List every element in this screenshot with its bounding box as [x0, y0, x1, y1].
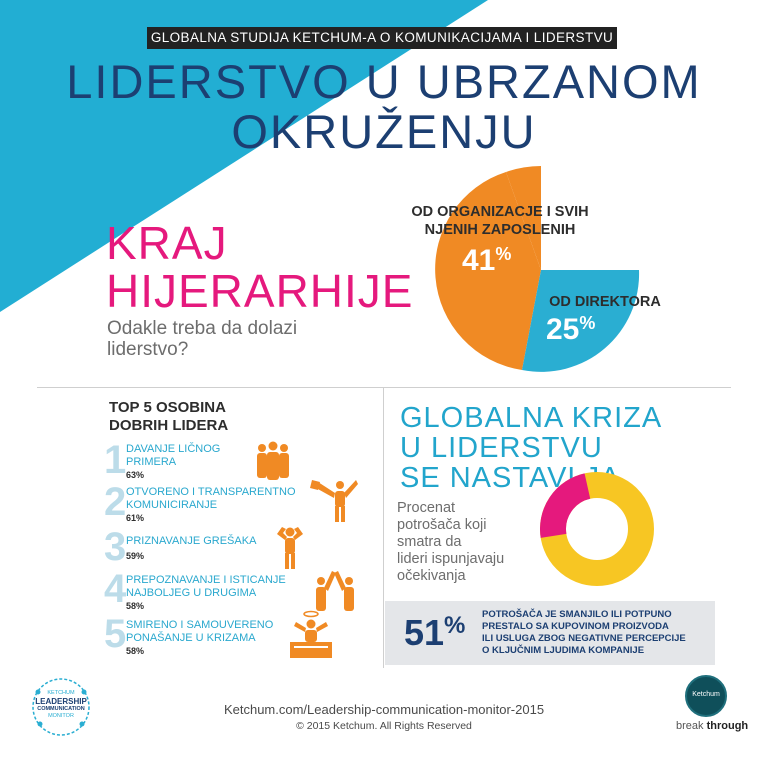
trait-percent: 59% — [126, 551, 145, 561]
stat51-value: 51% — [404, 612, 465, 654]
footer-copyright: © 2015 Ketchum. All Rights Reserved — [296, 720, 472, 732]
study-banner: GLOBALNA STUDIJA KETCHUM-A O KOMUNIKACIJ… — [147, 27, 617, 49]
ketchum-logo-name: Ketchum — [692, 691, 720, 698]
trait-label-line2: PONAŠANJE U KRIZAMA — [126, 632, 256, 644]
calm-person-desk-icon — [290, 610, 332, 658]
ketchum-logo-circle-icon — [685, 675, 727, 717]
high-five-people-icon — [316, 571, 354, 611]
trait-label-line1: PRIZNAVANJE GREŠAKA — [126, 535, 257, 547]
section-subheading-line1: Odakle treba da dolazi — [107, 318, 298, 339]
trait-label-line2: KOMUNICIRANJE — [126, 499, 218, 511]
crisis-text-line: smatra da — [397, 534, 462, 550]
pie-label-organization-line2: NJENIH ZAPOSLENIH — [424, 222, 576, 238]
pie-value-organization-number: 41 — [462, 244, 496, 277]
group-people-icon — [257, 441, 289, 480]
crisis-heading-line2: U LIDERSTVU — [400, 432, 603, 464]
pie-label-director: OD DIREKTORA — [549, 294, 661, 310]
pie-slice-director — [522, 270, 640, 372]
stat51-line: PRESTALO SA KUPOVINOM PROIZVODA — [482, 621, 669, 632]
tagline-break: break — [676, 720, 704, 732]
trait-label-line1: OTVORENO I TRANSPARENTNO — [126, 486, 296, 498]
stat51-box — [385, 601, 715, 665]
tagline-through: through — [706, 720, 749, 732]
leadership-source-pie — [435, 165, 640, 372]
pie-label-organization-line1: OD ORGANIZACJE I SVIH — [411, 204, 589, 220]
trait-number: 5 — [104, 612, 127, 656]
traits-title-line2: DOBRIH LIDERA — [109, 417, 229, 434]
section-divider — [37, 387, 731, 388]
trait-item-1: 1 DAVANJE LIČNOG PRIMERA 63% — [104, 440, 374, 484]
trait-label-line2: NAJBOLJEG U DRUGIMA — [126, 587, 257, 599]
trait-number: 1 — [104, 438, 127, 482]
crisis-donut-value: 24% — [583, 511, 627, 543]
pie-value-director: 25% — [546, 313, 595, 347]
trait-number: 4 — [104, 567, 127, 611]
page-title-line2: OKRUŽENJU — [231, 105, 537, 158]
crisis-text-line: lideri ispunjavaju — [397, 551, 505, 567]
trait-item-2: 2 OTVORENO I TRANSPARENTNO KOMUNICIRANJE… — [104, 480, 374, 526]
trait-percent: 61% — [126, 513, 145, 523]
crisis-text-line: očekivanja — [397, 568, 466, 584]
hands-on-head-person-icon — [277, 527, 303, 569]
trait-percent: 58% — [126, 646, 145, 656]
crisis-donut-number: 24 — [583, 511, 615, 542]
trait-label-line1: DAVANJE LIČNOG — [126, 443, 221, 455]
trait-label-line2: PRIMERA — [126, 456, 177, 468]
crisis-text-line: potrošača koji — [397, 517, 487, 533]
trait-label-line1: SMIRENO I SAMOUVERENO — [126, 619, 274, 631]
pie-slice-organization — [435, 172, 541, 370]
trait-number: 2 — [104, 480, 127, 524]
pie-value-director-number: 25 — [546, 313, 580, 346]
pie-percent-sign-2: % — [579, 313, 596, 333]
pie-slice-organization-wide — [506, 165, 541, 270]
monitor-logo-line4: MONITOR — [48, 713, 74, 719]
trait-number: 3 — [104, 525, 127, 569]
donut-accent-segment — [540, 473, 591, 538]
footer-url[interactable]: Ketchum.com/Leadership-communication-mon… — [223, 702, 545, 717]
crisis-text-line: Procenat — [397, 500, 456, 516]
trait-percent: 63% — [126, 470, 145, 480]
section-heading-line1: KRAJ — [106, 217, 228, 269]
section-heading-line2: HIJERARHIJE — [106, 265, 414, 317]
trait-item-4: 4 PREPOZNAVANJE I ISTICANJE NAJBOLJEG U … — [104, 569, 374, 613]
ketchum-tagline: break through — [676, 720, 748, 732]
column-divider — [383, 388, 384, 668]
crisis-donut-chart — [540, 472, 654, 586]
monitor-logo-line3: COMMUNICATION — [37, 706, 85, 712]
pie-percent-sign: % — [495, 244, 512, 264]
stat51-line: POTROŠAČA JE SMANJILO ILI POTPUNO — [482, 609, 672, 620]
traits-title-line1: TOP 5 OSOBINA — [109, 399, 226, 416]
monitor-logo-line2: LEADERSHIP — [35, 697, 87, 706]
pie-value-organization: 41% — [462, 244, 511, 278]
stat51-text: POTROŠAČA JE SMANJILO ILI POTPUNO PRESTA… — [482, 609, 686, 657]
section-subheading-line2: liderstvo? — [107, 339, 189, 360]
page-title-line1: LIDERSTVO U UBRZANOM — [66, 55, 702, 108]
trait-item-5: 5 SMIRENO I SAMOUVERENO PONAŠANJE U KRIZ… — [104, 610, 374, 660]
leadership-monitor-logo: KETCHUM LEADERSHIP COMMUNICATION MONITOR — [30, 676, 92, 738]
stat51-line: O KLJUČNIM LJUDIMA KOMPANIJE — [482, 645, 645, 656]
crisis-percent-sign: % — [614, 511, 627, 527]
monitor-logo-line1: KETCHUM — [47, 690, 75, 696]
trait-percent: 58% — [126, 601, 145, 611]
monitor-logo-ring-icon — [32, 678, 90, 736]
megaphone-person-icon — [310, 480, 358, 522]
trait-label-line1: PREPOZNAVANJE I ISTICANJE — [126, 574, 286, 586]
trait-item-3: 3 PRIZNAVANJE GREŠAKA 59% — [104, 527, 374, 571]
stat51-line: ILI USLUGA ZBOG NEGATIVNE PERCEPCIJE — [482, 633, 686, 644]
crisis-heading-line1: GLOBALNA KRIZA — [400, 402, 663, 434]
stat51-percent-sign: % — [444, 612, 466, 639]
stat51-number: 51 — [404, 612, 445, 653]
crisis-text: Procenat potrošača koji smatra da lideri… — [397, 500, 504, 585]
